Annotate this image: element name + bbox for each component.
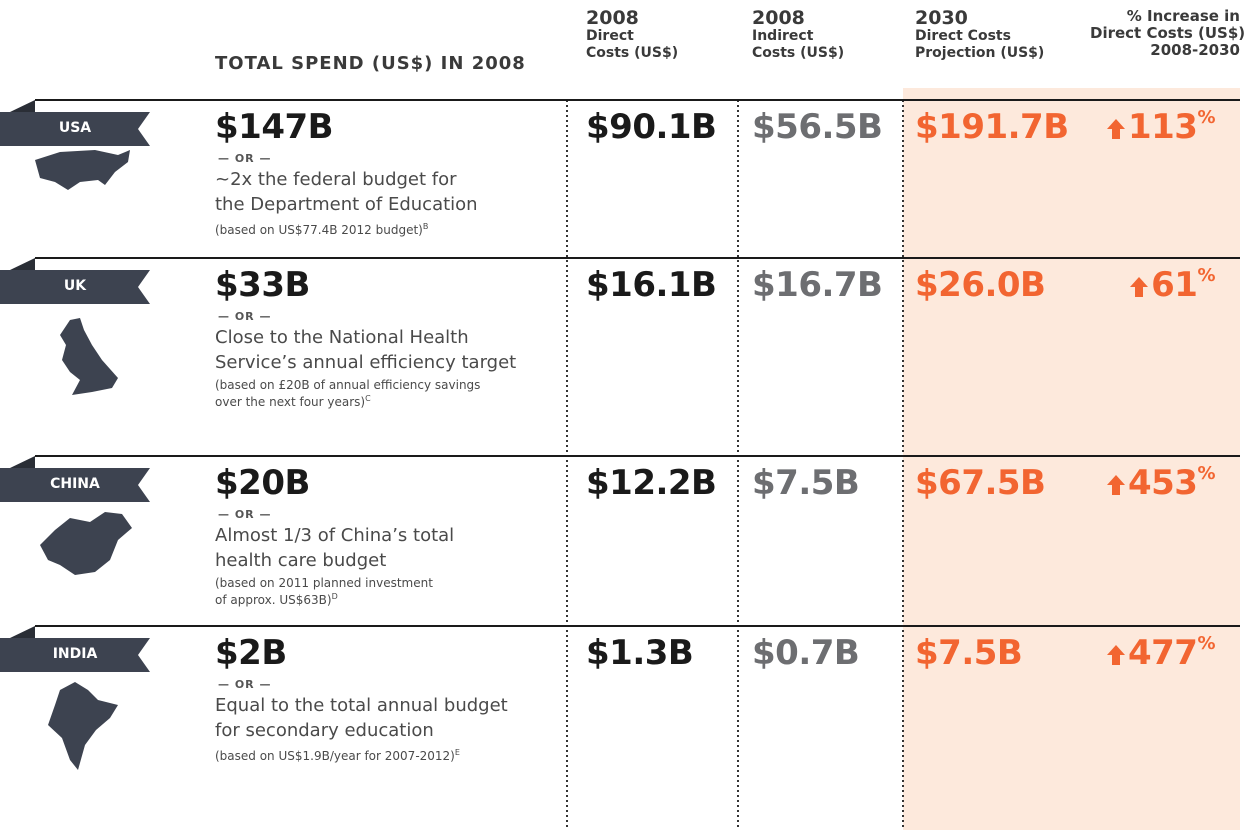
comparison-line: Service’s annual efficiency target bbox=[215, 352, 517, 373]
increase-value: 61 bbox=[1151, 265, 1198, 305]
header-line: Direct Costs (US$) bbox=[1090, 24, 1246, 42]
increase-value: 113 bbox=[1127, 107, 1198, 147]
header-line: Costs (US$) bbox=[752, 45, 845, 61]
increase-unit: % bbox=[1197, 265, 1215, 286]
comparison: Close to the National Health Service’s an… bbox=[215, 325, 516, 375]
country-map bbox=[60, 318, 118, 395]
total-spend: $20B bbox=[215, 463, 310, 503]
footnote-line: (based on US$1.9B/year for 2007-2012)E bbox=[215, 748, 460, 763]
footnote-line: (based on £20B of annual efficiency savi… bbox=[215, 378, 481, 392]
header-line: Direct Costs bbox=[915, 28, 1011, 44]
footnote: (based on US$77.4B 2012 budget)B bbox=[215, 220, 428, 237]
country-tab bbox=[0, 468, 150, 502]
projection: $26.0B bbox=[915, 265, 1046, 305]
up-arrow bbox=[1106, 645, 1125, 665]
or-label: — OR — bbox=[218, 678, 272, 691]
projection: $7.5B bbox=[915, 633, 1023, 673]
direct-cost: $12.2B bbox=[586, 463, 717, 503]
footnote-line: (based on 2011 planned investment bbox=[215, 576, 433, 590]
tab-fold bbox=[10, 456, 35, 468]
header-line: 2008 bbox=[752, 7, 805, 29]
country-tab bbox=[0, 270, 150, 304]
footnote-line: (based on US$77.4B 2012 budget)B bbox=[215, 222, 429, 237]
or-label: — OR — bbox=[218, 508, 272, 521]
header-line: 2008 bbox=[586, 7, 639, 29]
direct-cost: $1.3B bbox=[586, 633, 694, 673]
increase: 113% bbox=[1106, 107, 1215, 147]
increase: 477% bbox=[1106, 633, 1215, 673]
indirect-cost: $7.5B bbox=[752, 463, 860, 503]
tab-fold bbox=[10, 626, 35, 638]
up-arrow bbox=[1130, 277, 1149, 297]
total-spend: $147B bbox=[215, 107, 334, 147]
country-label: UK bbox=[63, 278, 87, 294]
increase-value: 453 bbox=[1127, 463, 1198, 503]
country-map bbox=[35, 150, 130, 190]
increase: 61% bbox=[1129, 265, 1215, 305]
or-label: — OR — bbox=[218, 152, 272, 165]
footnote-ref: D bbox=[331, 592, 338, 601]
header-line: % Increase in bbox=[1126, 7, 1240, 25]
footnote-line: of approx. US$63B)D bbox=[215, 592, 338, 607]
column-header: % Increase in Direct Costs (US$) 2008-2030 bbox=[1090, 7, 1246, 59]
indirect-cost: $0.7B bbox=[752, 633, 860, 673]
comparison-line: for secondary education bbox=[215, 720, 434, 741]
country-tab bbox=[0, 112, 150, 146]
increase-unit: % bbox=[1197, 463, 1215, 484]
header-line: Costs (US$) bbox=[586, 45, 679, 61]
indirect-cost: $16.7B bbox=[752, 265, 883, 305]
footnote: (based on US$1.9B/year for 2007-2012)E bbox=[215, 746, 460, 763]
total-spend: $33B bbox=[215, 265, 310, 305]
column-header: 2008 Direct Costs (US$) bbox=[586, 8, 678, 62]
comparison-line: Equal to the total annual budget bbox=[215, 695, 508, 716]
indirect-cost: $56.5B bbox=[752, 107, 883, 147]
comparison: Almost 1/3 of China’s total health care b… bbox=[215, 523, 454, 573]
header-total: TOTAL SPEND (US$) IN 2008 bbox=[215, 53, 526, 74]
comparison-line: ~2x the federal budget for bbox=[215, 169, 457, 190]
footnote-ref: B bbox=[422, 222, 429, 231]
or-label: — OR — bbox=[218, 310, 272, 323]
tab-fold bbox=[10, 100, 35, 112]
column-header: 2008 Indirect Costs (US$) bbox=[752, 8, 844, 62]
comparison-line: the Department of Education bbox=[215, 194, 478, 215]
footnote-line: over the next four years)C bbox=[215, 394, 371, 409]
footnote: (based on £20B of annual efficiency savi… bbox=[215, 378, 480, 409]
projection-band bbox=[903, 88, 1240, 830]
up-arrow bbox=[1106, 119, 1125, 139]
comparison-line: health care budget bbox=[215, 550, 387, 571]
comparison-line: Close to the National Health bbox=[215, 327, 469, 348]
comparison: Equal to the total annual budget for seco… bbox=[215, 693, 508, 743]
header-line: Indirect bbox=[752, 28, 814, 44]
tab-fold bbox=[10, 258, 35, 270]
total-spend: $2B bbox=[215, 633, 287, 673]
footnote: (based on 2011 planned investment of appr… bbox=[215, 576, 433, 607]
increase-value: 477 bbox=[1127, 633, 1198, 673]
direct-cost: $90.1B bbox=[586, 107, 717, 147]
footnote-ref: C bbox=[365, 394, 371, 403]
header-line: 2008-2030 bbox=[1150, 41, 1240, 59]
comparison: ~2x the federal budget for the Department… bbox=[215, 167, 478, 217]
header-line: Direct bbox=[586, 28, 634, 44]
country-label: CHINA bbox=[50, 476, 100, 492]
projection: $191.7B bbox=[915, 107, 1069, 147]
projection: $67.5B bbox=[915, 463, 1046, 503]
direct-cost: $16.1B bbox=[586, 265, 717, 305]
increase: 453% bbox=[1106, 463, 1215, 503]
header-line: Projection (US$) bbox=[915, 45, 1045, 61]
country-label: USA bbox=[58, 120, 92, 136]
header-line: 2030 bbox=[915, 7, 968, 29]
country-map bbox=[48, 682, 118, 770]
up-arrow bbox=[1106, 475, 1125, 495]
country-tab bbox=[0, 638, 150, 672]
column-header: 2030 Direct Costs Projection (US$) bbox=[915, 8, 1044, 62]
country-label: INDIA bbox=[52, 646, 98, 662]
comparison-line: Almost 1/3 of China’s total bbox=[215, 525, 455, 546]
footnote-ref: E bbox=[454, 748, 460, 757]
increase-unit: % bbox=[1197, 107, 1215, 128]
increase-unit: % bbox=[1197, 633, 1215, 654]
country-map bbox=[40, 512, 132, 575]
